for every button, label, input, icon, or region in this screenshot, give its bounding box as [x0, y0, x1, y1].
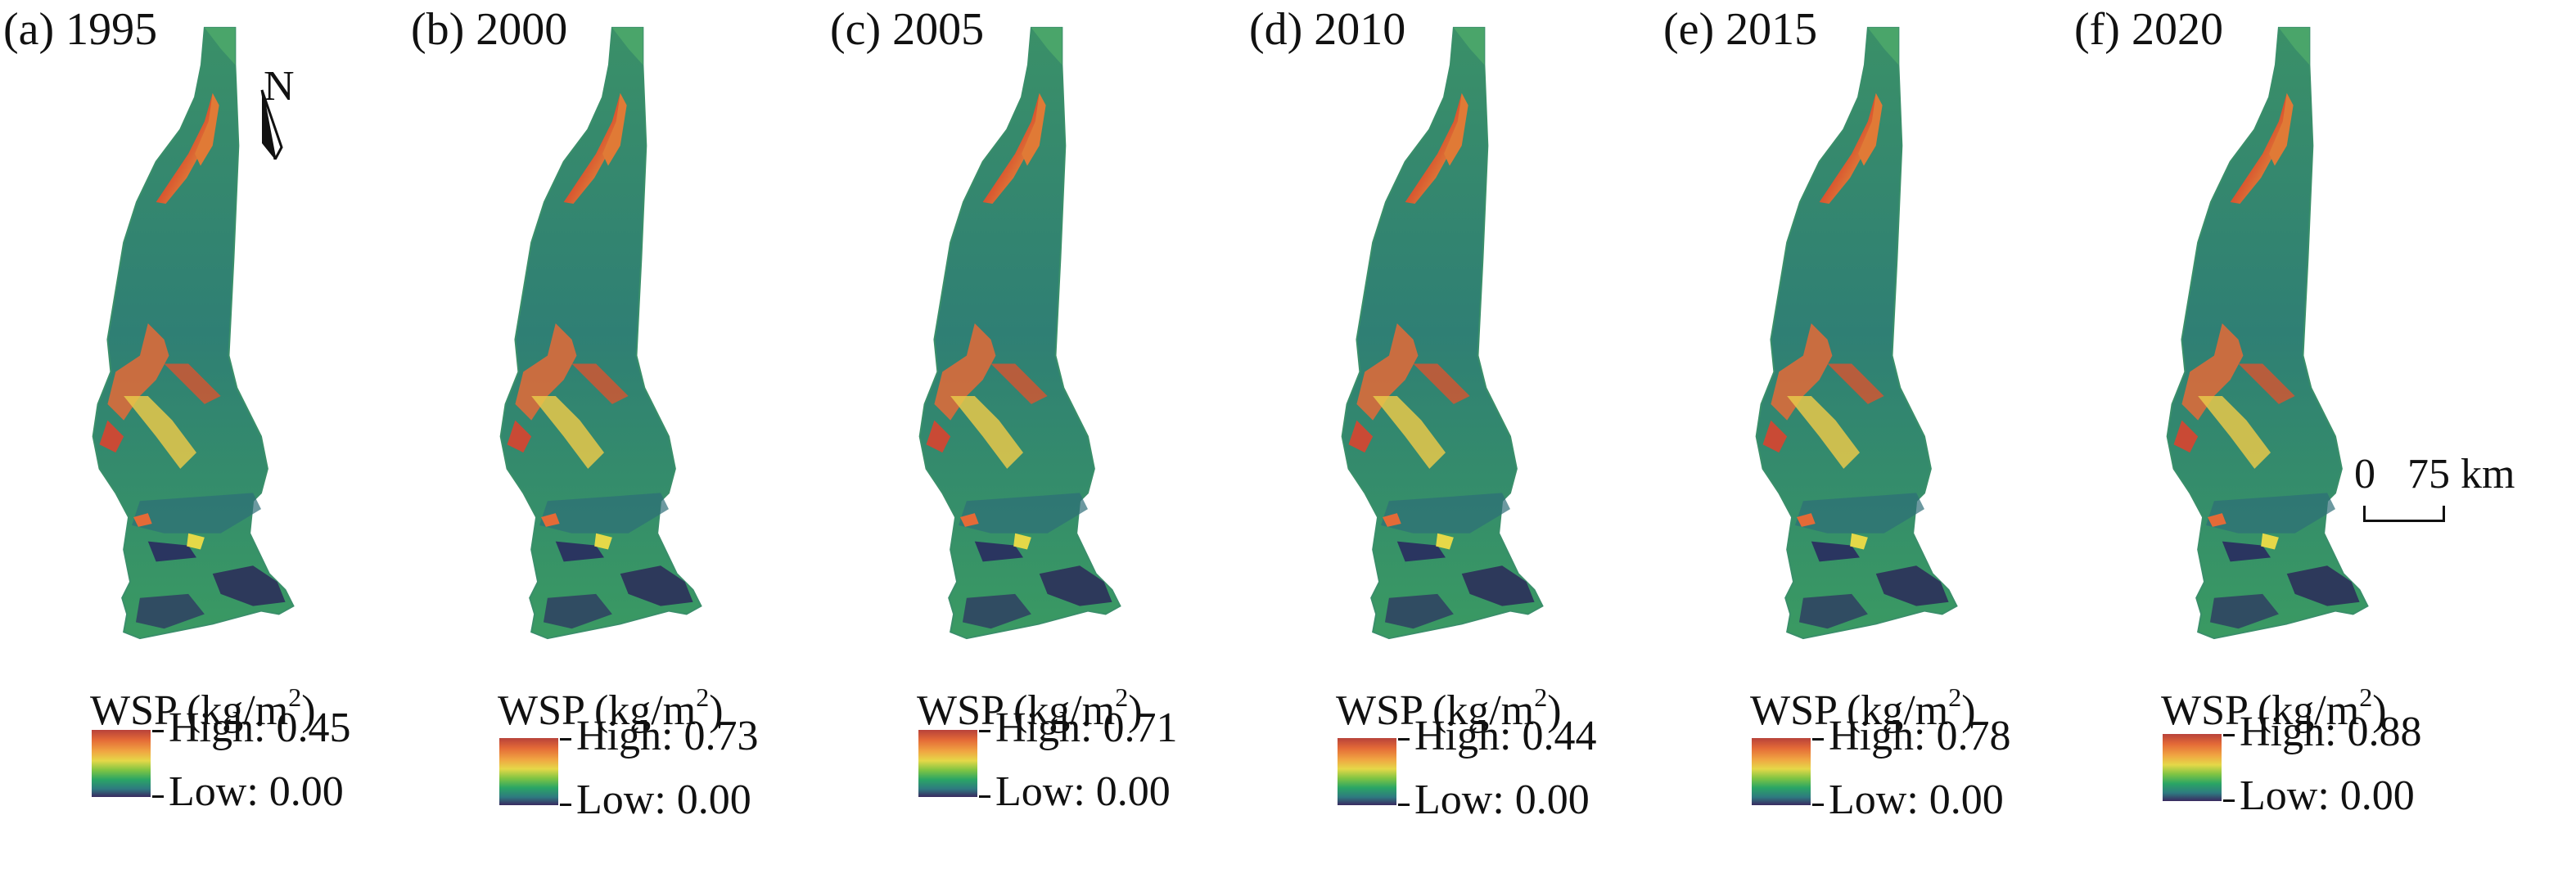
- legend-tick-high: [2223, 734, 2235, 736]
- legend-tick-high: [152, 730, 164, 732]
- legend-tick-low: [1812, 804, 1824, 806]
- panel-title: (f) 2020: [2074, 4, 2223, 55]
- scale-bar-line: [2363, 506, 2445, 522]
- wsp-map: [1341, 26, 1544, 640]
- wsp-map: [92, 26, 295, 640]
- legend-title: WSP (kg/m2): [917, 682, 1143, 734]
- map-panel: (c) 2005 WSP (kg/m2) High: 0.71 Low: 0.0…: [827, 0, 1252, 869]
- north-arrow-icon: [260, 89, 283, 160]
- map-panel: (e) 2015 WSP (kg/m2) High: 0.78 Low: 0.0…: [1660, 0, 2086, 869]
- panel-title: (d) 2010: [1249, 4, 1406, 55]
- panel-title: (c) 2005: [830, 4, 985, 55]
- legend-tick-low: [152, 795, 164, 798]
- legend-tick-high: [560, 738, 571, 741]
- legend-color-ramp: [1752, 738, 1811, 805]
- map-panel: (f) 2020 WSP (kg/m2) High: 0.88 Low: 0.0…: [2071, 0, 2497, 869]
- legend-low-label: Low: 0.00: [576, 777, 751, 823]
- legend-color-ramp: [1338, 738, 1396, 805]
- legend-color-ramp: [2163, 734, 2222, 801]
- panel-title: (a) 1995: [3, 4, 158, 55]
- legend-low-label: Low: 0.00: [995, 768, 1171, 815]
- map-panel: (d) 2010 WSP (kg/m2) High: 0.44 Low: 0.0…: [1246, 0, 1671, 869]
- legend-high-label: High: 0.71: [995, 705, 1178, 751]
- map-panel: (b) 2000 WSP (kg/m2) High: 0.73 Low: 0.0…: [408, 0, 833, 869]
- legend-tick-low: [979, 795, 990, 798]
- legend-tick-high: [1398, 738, 1410, 741]
- legend-low-label: Low: 0.00: [1829, 777, 2004, 823]
- legend-title: WSP (kg/m2): [1750, 682, 1976, 734]
- legend-tick-high: [1812, 738, 1824, 741]
- legend-tick-low: [560, 804, 571, 806]
- legend-tick-low: [2223, 799, 2235, 802]
- panel-title: (e) 2015: [1663, 4, 1818, 55]
- legend-color-ramp: [918, 730, 977, 797]
- legend-high-label: High: 0.44: [1414, 713, 1597, 759]
- wsp-map: [918, 26, 1121, 640]
- scale-bar-label: 0 ⁠ ⁠ ⁠75 km: [2354, 451, 2515, 498]
- wsp-map: [1755, 26, 1958, 640]
- legend-high-label: High: 0.88: [2240, 709, 2422, 755]
- legend-low-label: Low: 0.00: [169, 768, 344, 815]
- panel-title: (b) 2000: [411, 4, 568, 55]
- legend-high-label: High: 0.78: [1829, 713, 2011, 759]
- map-panel: (a) 1995 WSP (kg/m2) High: 0.45 Low: 0.0…: [0, 0, 426, 869]
- legend-tick-high: [979, 730, 990, 732]
- legend-color-ramp: [499, 738, 558, 805]
- legend-color-ramp: [92, 730, 151, 797]
- legend-high-label: High: 0.73: [576, 713, 759, 759]
- legend-title: WSP (kg/m2): [90, 682, 316, 734]
- wsp-map: [499, 26, 702, 640]
- legend-low-label: Low: 0.00: [1414, 777, 1590, 823]
- legend-tick-low: [1398, 804, 1410, 806]
- legend-low-label: Low: 0.00: [2240, 772, 2415, 819]
- wsp-map: [2166, 26, 2369, 640]
- north-arrow-label: N: [264, 63, 295, 110]
- legend-title: WSP (kg/m2): [2161, 682, 2387, 734]
- legend-high-label: High: 0.45: [169, 705, 351, 751]
- legend-title: WSP (kg/m2): [1336, 682, 1562, 734]
- legend-title: WSP (kg/m2): [498, 682, 724, 734]
